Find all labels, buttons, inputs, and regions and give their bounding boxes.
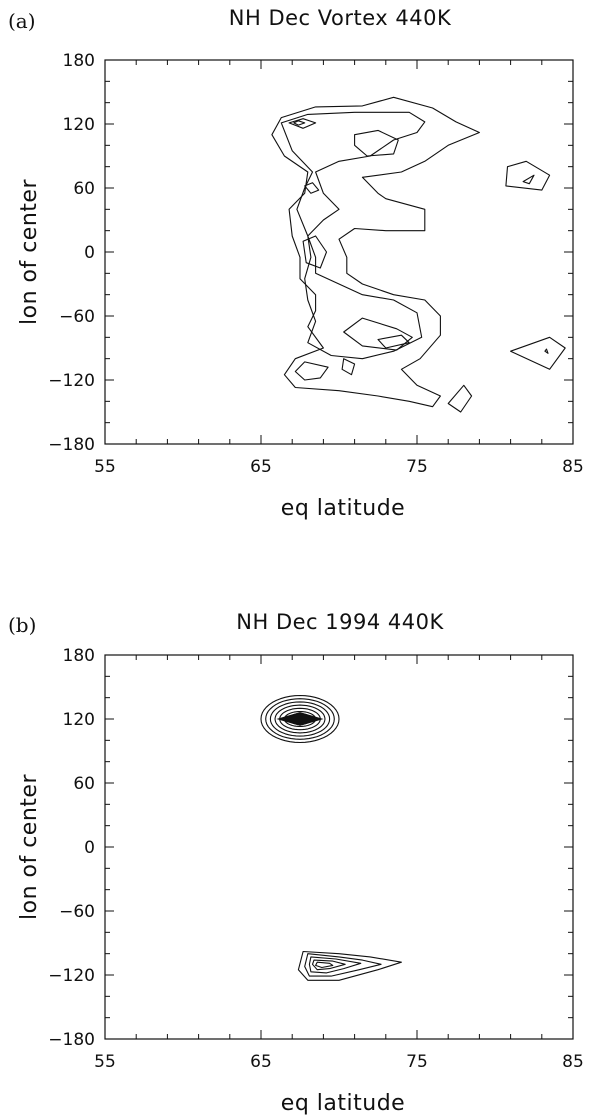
panel-b-ticks: 55 65 75 85 180 120 60 0 −60 −120 −180 bbox=[48, 646, 584, 1072]
y-tick-label: 60 bbox=[73, 774, 95, 794]
contour-line bbox=[274, 704, 326, 734]
x-tick-label: 85 bbox=[562, 457, 584, 477]
x-tick-label: 65 bbox=[250, 1052, 272, 1072]
panel-a: (a) NH Dec Vortex 440K lon of center eq … bbox=[8, 6, 584, 521]
panel-a-ticks: 55 65 75 85 180 120 60 0 −60 −120 −180 bbox=[48, 51, 584, 477]
contour-line bbox=[260, 694, 340, 744]
contour-line bbox=[343, 317, 413, 351]
y-tick-label: 180 bbox=[63, 51, 95, 71]
y-tick-label: −120 bbox=[48, 966, 95, 986]
contour-line bbox=[304, 182, 320, 194]
contour-line bbox=[311, 959, 346, 971]
panel-a-title: NH Dec Vortex 440K bbox=[229, 6, 452, 30]
contour-line bbox=[302, 235, 328, 269]
contour-line bbox=[288, 118, 317, 129]
contour-line bbox=[269, 701, 331, 737]
contour-line bbox=[505, 160, 551, 191]
panel-a-contours bbox=[271, 96, 566, 413]
y-tick-label: −60 bbox=[59, 902, 95, 922]
contour-peak-core bbox=[276, 712, 324, 726]
contour-line bbox=[544, 348, 549, 354]
panel-a-letter: (a) bbox=[8, 9, 36, 33]
contour-line bbox=[354, 129, 399, 157]
contour-line bbox=[293, 120, 306, 126]
y-tick-label: −180 bbox=[48, 435, 95, 455]
y-tick-label: −120 bbox=[48, 371, 95, 391]
contour-line bbox=[271, 96, 480, 408]
contour-line bbox=[315, 961, 334, 969]
panel-a-plot-frame bbox=[104, 59, 574, 445]
panel-b: (b) NH Dec 1994 440K lon of center eq la… bbox=[8, 610, 584, 1116]
y-tick-label: 120 bbox=[63, 115, 95, 135]
contour-line bbox=[280, 111, 426, 360]
contour-line bbox=[304, 953, 382, 977]
contour-line bbox=[377, 334, 410, 349]
contour-line bbox=[308, 956, 362, 974]
y-tick-label: 180 bbox=[63, 646, 95, 666]
y-tick-label: 0 bbox=[84, 838, 95, 858]
contour-line bbox=[522, 174, 535, 185]
panel-b-ylabel: lon of center bbox=[17, 774, 42, 920]
y-tick-label: −60 bbox=[59, 307, 95, 327]
contour-line bbox=[294, 361, 329, 381]
y-tick-label: 120 bbox=[63, 710, 95, 730]
x-tick-label: 55 bbox=[94, 457, 116, 477]
contour-line bbox=[341, 358, 356, 376]
panel-b-letter: (b) bbox=[8, 613, 36, 637]
panel-b-xlabel: eq latitude bbox=[281, 1091, 405, 1116]
x-tick-label: 55 bbox=[94, 1052, 116, 1072]
panel-a-xlabel: eq latitude bbox=[281, 496, 405, 521]
x-tick-label: 65 bbox=[250, 457, 272, 477]
y-tick-label: 60 bbox=[73, 179, 95, 199]
contour-line bbox=[297, 950, 402, 981]
panel-b-title: NH Dec 1994 440K bbox=[236, 610, 444, 634]
contour-line bbox=[265, 698, 335, 740]
panel-b-plot-frame bbox=[104, 654, 574, 1040]
x-tick-label: 85 bbox=[562, 1052, 584, 1072]
panel-a-ylabel: lon of center bbox=[17, 179, 42, 325]
panel-b-contours bbox=[260, 694, 402, 981]
x-tick-label: 75 bbox=[406, 457, 428, 477]
x-tick-label: 75 bbox=[406, 1052, 428, 1072]
y-tick-label: 0 bbox=[84, 243, 95, 263]
y-tick-label: −180 bbox=[48, 1030, 95, 1050]
contour-line bbox=[510, 336, 566, 370]
contour-line bbox=[447, 384, 473, 413]
